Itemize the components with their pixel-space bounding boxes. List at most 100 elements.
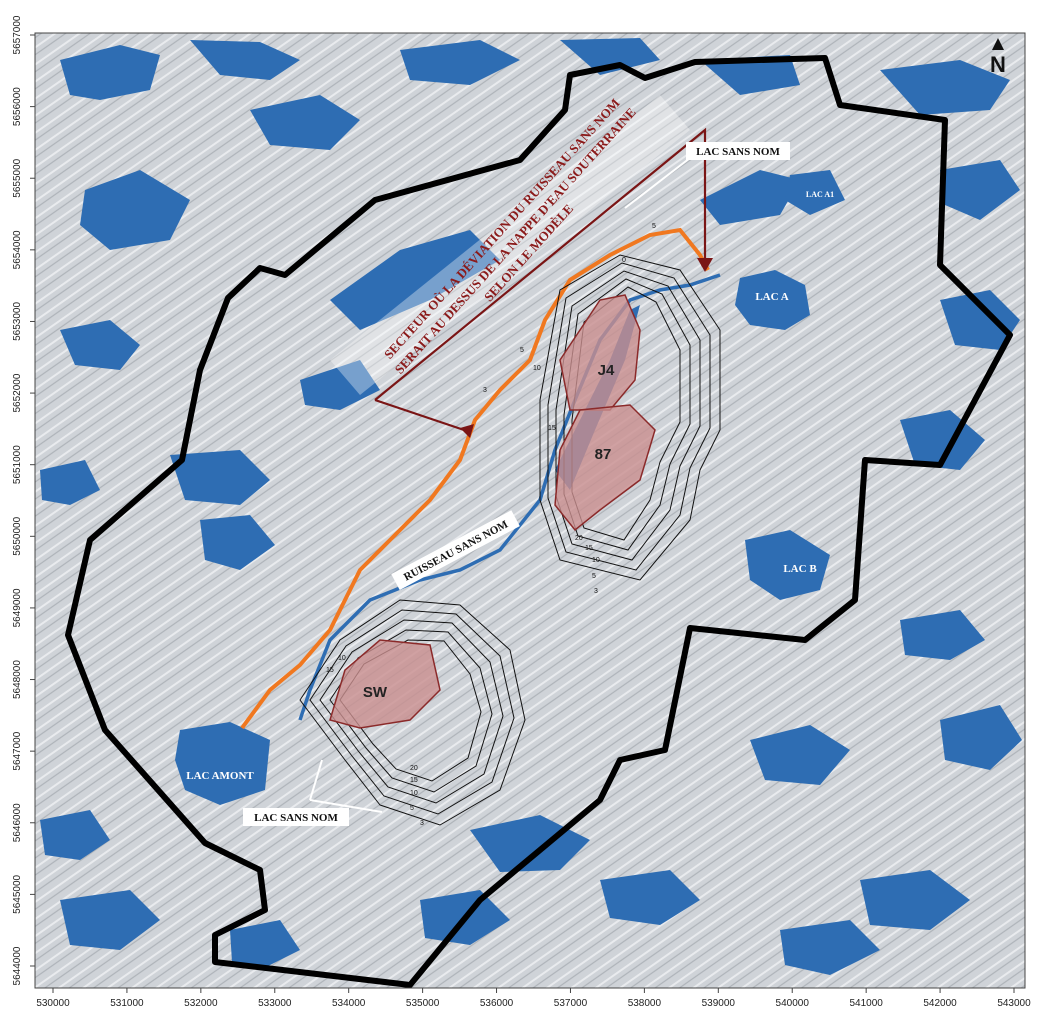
lake-south-7 xyxy=(230,920,300,970)
pit-label-sw: SW xyxy=(363,684,388,701)
pit-label-87: 87 xyxy=(595,446,612,463)
contour-label-sw-15: 15 xyxy=(410,777,418,784)
sector-arrow-sw xyxy=(460,424,474,438)
x-tick-label: 542000 xyxy=(923,998,957,1009)
lake-a1 xyxy=(785,170,845,215)
contour-label-ne-w-10: 10 xyxy=(533,365,541,372)
lake-ne-2 xyxy=(940,160,1020,220)
y-tick-label: 5647000 xyxy=(12,731,23,770)
y-tick-label: 5651000 xyxy=(12,445,23,484)
y-axis: 5657000 5656000 5655000 5654000 5653000 56520… xyxy=(12,15,35,985)
callout-lac-sans-nom-south-text: LAC SANS NOM xyxy=(254,812,338,824)
contour-label-ne-3: 3 xyxy=(594,588,598,595)
lake-center-2 xyxy=(300,360,380,410)
callout-line-north xyxy=(624,157,691,209)
lake-south-5 xyxy=(780,920,880,975)
x-tick-label: 532000 xyxy=(184,998,218,1009)
y-tick-label: 5648000 xyxy=(12,660,23,699)
y-tick-label: 5653000 xyxy=(12,302,23,341)
y-tick-label: 5649000 xyxy=(12,588,23,627)
lake-nw-2 xyxy=(190,40,300,80)
contour-label-ne-e-0: 0 xyxy=(622,257,626,264)
sector-band xyxy=(330,95,690,395)
north-arrow-icon xyxy=(992,38,1004,50)
lake-sans-nom-n xyxy=(700,170,800,225)
x-tick-label: 531000 xyxy=(110,998,144,1009)
callout-line-south-1 xyxy=(309,759,323,801)
contour-label-sw-20: 20 xyxy=(410,765,418,772)
lake-south-3 xyxy=(750,725,850,785)
lake-north-1 xyxy=(560,38,660,75)
contour-label-ne-15: 15 xyxy=(585,545,593,552)
x-tick-label: 535000 xyxy=(406,998,440,1009)
lake-nw-5 xyxy=(400,40,520,85)
lake-sw-1 xyxy=(40,810,110,860)
contour-label-ne-w-5: 5 xyxy=(520,347,524,354)
lake-amont xyxy=(175,722,270,805)
lake-east-1 xyxy=(940,290,1020,350)
contours-sw xyxy=(299,599,526,826)
y-tick-label: 5650000 xyxy=(12,516,23,555)
lake-west-4 xyxy=(40,460,100,505)
pit-sw xyxy=(329,639,441,729)
pit-label-j4: J4 xyxy=(598,362,615,379)
contour-label-ne-w-3: 3 xyxy=(483,387,487,394)
map-frame xyxy=(34,32,1026,989)
lake-se-1 xyxy=(940,705,1022,770)
callout-line-south-2 xyxy=(309,799,383,813)
y-tick-label: 5644000 xyxy=(12,946,23,985)
lake-south-4 xyxy=(860,870,970,930)
callout-lac-sans-nom-north-text: LAC SANS NOM xyxy=(696,146,780,158)
sector-arrow-ne xyxy=(697,258,713,272)
lake-west-2 xyxy=(170,450,270,505)
label-lac-a: LAC A xyxy=(755,291,788,303)
diversion-channel xyxy=(240,227,710,730)
label-lac-amont: LAC AMONT xyxy=(186,770,254,782)
x-tick-label: 534000 xyxy=(332,998,366,1009)
lake-sw-2 xyxy=(60,890,160,950)
x-axis: 530000 531000 532000 533000 534000 535000 5360… xyxy=(36,988,1031,1009)
lake-center-1 xyxy=(330,230,500,330)
study-area-boundary xyxy=(65,55,1013,988)
y-tick-label: 5646000 xyxy=(12,803,23,842)
lake-south-1 xyxy=(470,815,590,872)
label-lac-b: LAC B xyxy=(783,563,817,575)
lake-west-1 xyxy=(60,320,140,370)
contour-label-sw-w-10: 10 xyxy=(338,655,346,662)
y-tick-label: 5654000 xyxy=(12,230,23,269)
contour-label-ne-e-5: 5 xyxy=(652,223,656,230)
x-tick-label: 530000 xyxy=(36,998,70,1009)
contour-label-sw-10: 10 xyxy=(410,790,418,797)
label-lac-a1: LAC A1 xyxy=(806,190,834,199)
lake-west-3 xyxy=(200,515,275,570)
y-tick-label: 5657000 xyxy=(12,15,23,54)
x-tick-label: 533000 xyxy=(258,998,292,1009)
contour-label-ne-w-15: 15 xyxy=(548,425,556,432)
north-arrow: N xyxy=(990,38,1006,77)
x-tick-label: 537000 xyxy=(554,998,588,1009)
pit-87 xyxy=(554,404,656,532)
lake-north-2 xyxy=(700,55,800,95)
lake-nw-3 xyxy=(80,170,190,250)
contour-label-ne-10: 10 xyxy=(592,557,600,564)
lake-nw-1 xyxy=(60,45,160,100)
lake-se-2 xyxy=(900,610,985,660)
contour-label-sw-3: 3 xyxy=(420,820,424,827)
lake-ne-1 xyxy=(880,60,1010,115)
lake-a xyxy=(735,270,810,330)
y-tick-label: 5645000 xyxy=(12,874,23,913)
contour-label-ne-5: 5 xyxy=(592,573,596,580)
contour-label-sw-w-15: 15 xyxy=(326,667,334,674)
y-tick-label: 5652000 xyxy=(12,373,23,412)
x-tick-label: 541000 xyxy=(849,998,883,1009)
x-tick-label: 536000 xyxy=(480,998,514,1009)
y-tick-label: 5655000 xyxy=(12,158,23,197)
callout-lac-sans-nom-north: LAC SANS NOM xyxy=(686,142,790,160)
lake-nw-4 xyxy=(250,95,360,150)
lake-south-2 xyxy=(600,870,700,925)
x-tick-label: 543000 xyxy=(997,998,1031,1009)
pit-j4 xyxy=(559,294,641,411)
y-tick-label: 5656000 xyxy=(12,87,23,126)
lake-b xyxy=(745,530,830,600)
